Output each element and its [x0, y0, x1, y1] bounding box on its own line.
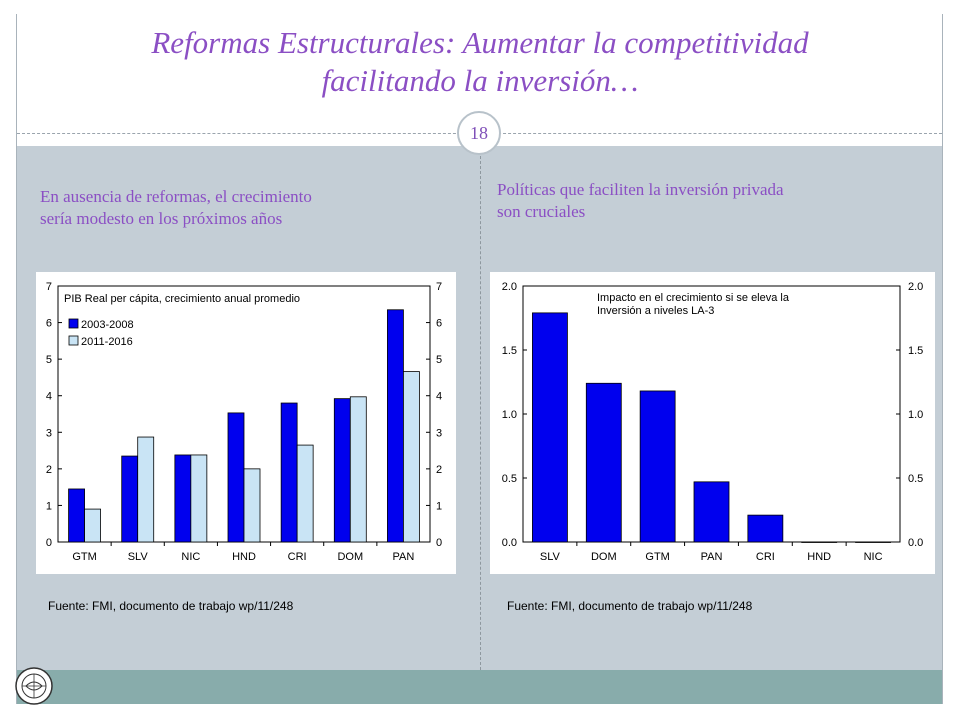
y-tick-label-right: 1.5 [908, 345, 923, 357]
right-source-note: Fuente: FMI, documento de trabajo wp/11/… [507, 599, 753, 613]
bar-2003-2008 [68, 488, 85, 543]
bar-2011-2016 [349, 396, 367, 543]
y-tick-label-right: 1 [436, 500, 442, 512]
right-bar-chart: 0.0 0.0 0.5 0.5 1.0 1.0 1.5 1.5 2.0 2.0 SLV DOM GTM P… [502, 281, 924, 563]
chart-title: PIB Real per cápita, crecimiento anual p… [64, 293, 300, 305]
bar-2003-2008 [121, 455, 139, 543]
bar-2011-2016 [296, 444, 314, 543]
y-tick-label-right: 5 [436, 354, 442, 366]
right-subtitle: Políticas que faciliten la inversión pri… [497, 179, 784, 223]
bar-2011-2016 [403, 371, 420, 543]
legend-label: 2011-2016 [81, 336, 133, 348]
legend-swatch [68, 318, 79, 329]
y-tick-label-left: 5 [46, 354, 52, 366]
bar [693, 481, 730, 543]
left-bar-chart: 0 0 1 1 2 2 3 3 4 4 5 5 6 6 7 7 GTM SLV NIC HND CRI DOM PAN PIB… [46, 281, 442, 563]
legend-swatch [68, 335, 79, 346]
y-tick-label-right: 1.0 [908, 409, 923, 421]
y-tick-label-left: 6 [46, 318, 52, 330]
x-tick-label: SLV [540, 551, 561, 563]
column-divider [480, 146, 481, 670]
imf-seal-icon [15, 667, 53, 705]
left-subtitle-line-1: En ausencia de reformas, el crecimiento [40, 187, 312, 206]
x-tick-label: PAN [701, 551, 723, 563]
x-tick-label: DOM [591, 551, 617, 563]
y-tick-label-left: 7 [46, 281, 52, 293]
bar-2011-2016 [190, 454, 208, 543]
y-tick-label-right: 0.0 [908, 537, 923, 549]
x-tick-label: SLV [128, 551, 149, 563]
x-tick-label: GTM [72, 551, 96, 563]
y-tick-label-right: 4 [436, 391, 442, 403]
bar [801, 541, 838, 543]
y-tick-label-left: 1 [46, 500, 52, 512]
left-subtitle: En ausencia de reformas, el crecimiento … [40, 186, 312, 230]
y-tick-label-left: 0.0 [502, 537, 517, 549]
bar [532, 312, 568, 543]
x-tick-label: NIC [181, 551, 200, 563]
y-tick-label-right: 6 [436, 318, 442, 330]
page-title-line-2: facilitando la inversión… [321, 63, 639, 98]
right-chart-panel: 0.0 0.0 0.5 0.5 1.0 1.0 1.5 1.5 2.0 2.0 SLV DOM GTM P… [490, 272, 935, 574]
x-tick-label: GTM [645, 551, 669, 563]
y-tick-label-left: 3 [46, 427, 52, 439]
y-tick-label-left: 4 [46, 391, 52, 403]
right-subtitle-line-1: Políticas que faciliten la inversión pri… [497, 180, 784, 199]
right-subtitle-line-2: son cruciales [497, 202, 586, 221]
x-tick-label: CRI [756, 551, 775, 563]
bar [585, 382, 622, 543]
page-title-line-1: Reformas Estructurales: Aumentar la comp… [151, 25, 809, 60]
x-tick-label: DOM [337, 551, 363, 563]
bar-2011-2016 [137, 436, 155, 543]
bar-2003-2008 [227, 412, 245, 543]
bar-2011-2016 [243, 468, 261, 543]
y-tick-label-left: 0 [46, 537, 52, 549]
x-tick-label: NIC [864, 551, 883, 563]
chart-title-line-2: Inversión a niveles LA-3 [597, 305, 714, 317]
chart-title-line-1: Impacto en el crecimiento si se eleva la [597, 292, 790, 304]
y-tick-label-left: 2 [46, 464, 52, 476]
frame-right-border [942, 14, 943, 704]
x-tick-label: HND [232, 551, 256, 563]
bar-2011-2016 [84, 508, 101, 543]
x-tick-label: PAN [393, 551, 415, 563]
left-source-note: Fuente: FMI, documento de trabajo wp/11/… [48, 599, 294, 613]
x-tick-label: HND [807, 551, 831, 563]
bar [747, 514, 784, 543]
y-tick-label-right: 0.5 [908, 473, 923, 485]
y-tick-label-left: 2.0 [502, 281, 517, 293]
y-tick-label-right: 3 [436, 427, 442, 439]
y-tick-label-left: 0.5 [502, 473, 517, 485]
y-tick-label-right: 2 [436, 464, 442, 476]
footer-bar [17, 670, 942, 704]
bar [639, 390, 676, 543]
frame-left-border [16, 14, 17, 704]
left-chart-panel: 0 0 1 1 2 2 3 3 4 4 5 5 6 6 7 7 GTM SLV NIC HND CRI DOM PAN PIB… [36, 272, 456, 574]
bar-2003-2008 [174, 454, 192, 543]
left-subtitle-line-2: sería modesto en los próximos años [40, 209, 283, 228]
y-tick-label-left: 1.5 [502, 345, 517, 357]
page-title: Reformas Estructurales: Aumentar la comp… [30, 24, 930, 100]
legend-label: 2003-2008 [81, 319, 134, 331]
page-number-badge: 18 [457, 111, 501, 155]
bar [855, 541, 891, 543]
x-tick-label: CRI [288, 551, 307, 563]
bar-2003-2008 [387, 309, 404, 543]
bar-2003-2008 [333, 398, 351, 543]
bar-2003-2008 [280, 402, 298, 543]
y-tick-label-right: 2.0 [908, 281, 923, 293]
y-tick-label-right: 7 [436, 281, 442, 293]
y-tick-label-right: 0 [436, 537, 442, 549]
y-tick-label-left: 1.0 [502, 409, 517, 421]
